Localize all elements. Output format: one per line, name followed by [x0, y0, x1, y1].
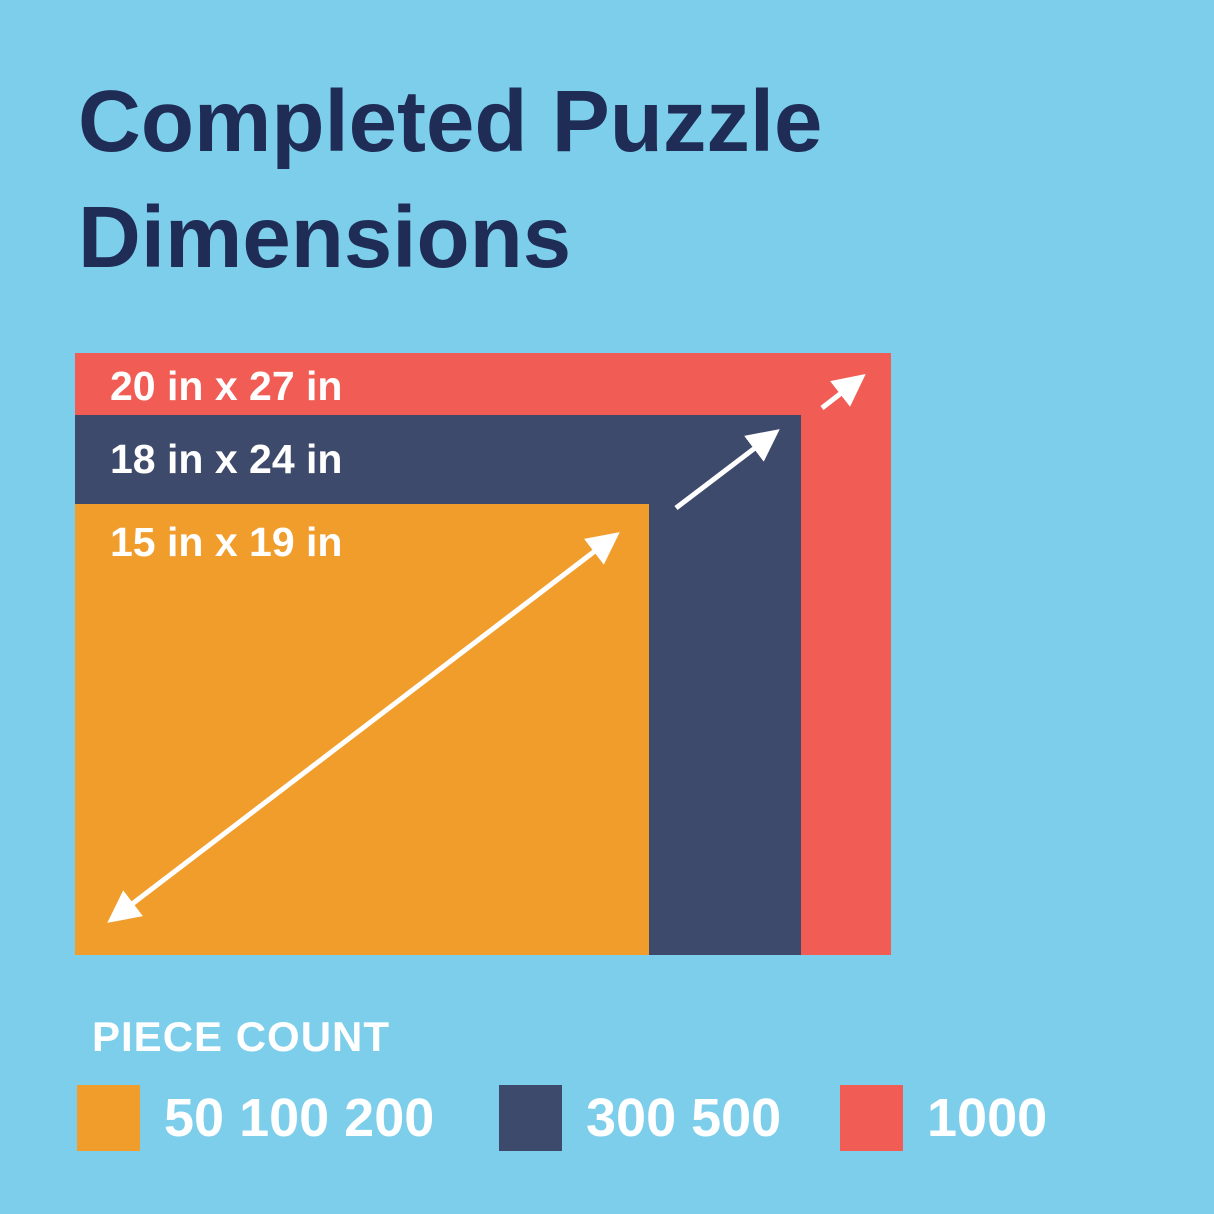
dimension-label-20x27: 20 in x 27 in — [110, 363, 343, 409]
dimension-label-18x24: 18 in x 24 in — [110, 436, 343, 482]
legend-item-label: 50 100 200 — [164, 1088, 435, 1148]
legend-swatch-navy — [499, 1085, 562, 1151]
page-title: Completed Puzzle Dimensions — [78, 73, 823, 286]
legend-item: 50 100 200 — [77, 1085, 434, 1151]
legend-item: 300 500 — [499, 1085, 781, 1151]
dimension-label-15x19: 15 in x 19 in — [110, 519, 343, 565]
legend-title: PIECE COUNT — [92, 1013, 391, 1060]
rect-50-100-200-pieces: 15 in x 19 in — [75, 504, 649, 955]
legend-item: 1000 — [840, 1085, 1047, 1151]
legend-swatch-orange — [77, 1085, 140, 1151]
legend-swatch-coral — [840, 1085, 903, 1151]
legend-item-label: 300 500 — [586, 1088, 782, 1148]
legend-item-label: 1000 — [927, 1088, 1048, 1148]
